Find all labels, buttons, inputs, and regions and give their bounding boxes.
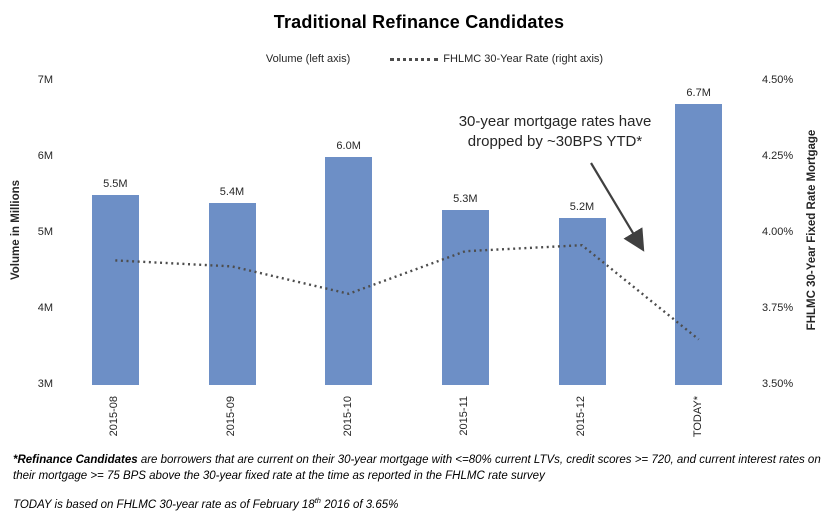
footnote-1-body: are borrowers that are current on their … — [13, 454, 821, 483]
footnote-1-lead: *Refinance Candidates — [13, 454, 138, 466]
left-axis-tick-7M: 7M — [37, 74, 53, 86]
x-axis-label-2015-08: 2015-08 — [108, 396, 121, 437]
rate-line-layer — [115, 162, 700, 341]
right-axis-tick-3.50%: 3.50% — [762, 378, 794, 390]
legend-item-volume: Volume (left axis) — [235, 53, 350, 65]
right-axis-tick-3.75%: 3.75% — [762, 302, 794, 314]
bar-value-label-2015-10: 6.0M — [336, 140, 361, 152]
volume-swatch-icon — [235, 56, 261, 62]
x-axis-label-2015-10: 2015-10 — [341, 396, 354, 437]
x-axis-label-2015-09: 2015-09 — [225, 396, 237, 437]
bar-value-label-2015-09: 5.4M — [219, 185, 245, 198]
footnote-1: *Refinance Candidates are borrowers that… — [13, 452, 827, 484]
right-axis-title: FHLMC 30-Year Fixed Rate Mortgage — [806, 129, 818, 331]
annotation-text: 30-year mortgage rates have dropped by ~… — [435, 112, 675, 153]
legend-volume-label: Volume (left axis) — [265, 53, 351, 65]
left-axis-tick-3M: 3M — [37, 378, 53, 390]
bar-2015-08 — [91, 195, 139, 385]
plot-area: 5.5M 2015-08 5.4M 2015-09 6.0M 2015-10 5.3M 201… — [57, 81, 757, 437]
bar-value-label-2015-08: 5.5M — [103, 178, 128, 190]
x-axis-label-TODAY*: TODAY* — [691, 396, 704, 438]
bar-value-label-TODAY*: 6.7M — [686, 86, 711, 99]
right-axis-tick-4.25%: 4.25% — [762, 150, 794, 162]
legend-rate-label: FHLMC 30-Year Rate (right axis) — [443, 53, 604, 65]
rate-line — [115, 243, 700, 341]
footnote-2: TODAY is based on FHLMC 30-year rate as … — [13, 496, 827, 513]
x-axis-label-2015-12: 2015-12 — [575, 396, 587, 437]
legend: Volume (left axis) FHLMC 30-Year Rate (r… — [0, 53, 838, 65]
annotation-line-2: dropped by ~30BPS YTD* — [467, 133, 643, 151]
left-axis-tick-5M: 5M — [37, 226, 53, 238]
bar-value-label-2015-12: 5.2M — [569, 200, 595, 213]
footnote-2-pre: TODAY is based on FHLMC 30-year rate as … — [13, 498, 315, 511]
bar-2015-11 — [441, 210, 489, 385]
chart-title: Traditional Refinance Candidates — [273, 12, 565, 32]
footnote-2-post: 2016 of 3.65% — [320, 498, 399, 511]
left-axis-tick-6M: 6M — [37, 150, 53, 162]
annotation-arrow — [590, 162, 645, 252]
x-axis-label-2015-11: 2015-11 — [458, 396, 471, 436]
legend-item-rate: FHLMC 30-Year Rate (right axis) — [390, 53, 603, 65]
annotation-line-1: 30-year mortgage rates have — [458, 113, 652, 130]
bar-2015-10 — [325, 157, 373, 385]
bar-2015-09 — [208, 202, 256, 385]
footnote-2-superscript: th — [314, 496, 321, 505]
right-axis-tick-4.00%: 4.00% — [762, 226, 794, 238]
left-axis-tick-4M: 4M — [37, 302, 53, 314]
bar-TODAY* — [675, 103, 723, 385]
bar-value-label-2015-11: 5.3M — [453, 193, 478, 206]
right-axis-tick-4.50%: 4.50% — [762, 74, 794, 86]
dotted-line-swatch-icon — [390, 57, 439, 61]
